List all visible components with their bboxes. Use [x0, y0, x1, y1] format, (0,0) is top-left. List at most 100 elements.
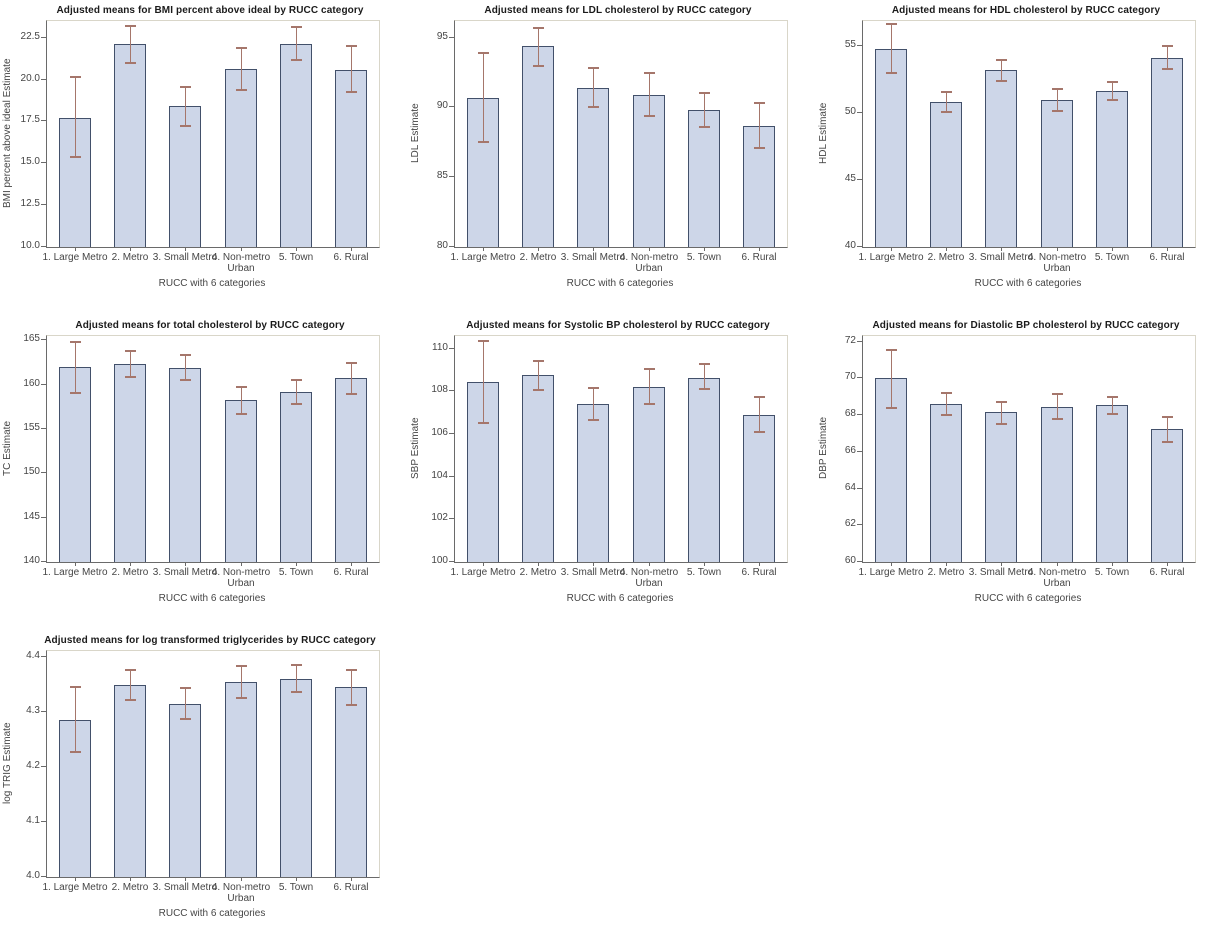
error-bar-line [75, 342, 76, 393]
x-tick-mark [649, 247, 650, 251]
error-bar-cap-bottom [996, 80, 1007, 82]
x-category-label: 5. Town [686, 567, 722, 578]
y-tick-mark [41, 339, 46, 340]
error-bar-line [130, 26, 131, 63]
error-bar-cap-top [644, 72, 655, 74]
x-category-label: 6. Rural [1149, 252, 1185, 263]
y-tick-mark [857, 246, 862, 247]
x-tick-mark [1001, 562, 1002, 566]
chart-sbp: Adjusted means for Systolic BP cholester… [408, 315, 808, 615]
y-tick-label: 64 [844, 482, 856, 493]
bar [633, 387, 665, 562]
y-tick-label: 108 [431, 384, 448, 395]
x-category-label: 2. Metro [927, 252, 965, 263]
error-bar-line [946, 92, 947, 112]
error-bar-cap-top [1052, 88, 1063, 90]
error-bar-cap-bottom [346, 393, 357, 395]
error-bar-cap-bottom [886, 72, 897, 74]
x-tick-mark [241, 247, 242, 251]
x-tick-mark [75, 877, 76, 881]
error-bar-cap-bottom [941, 414, 952, 416]
x-tick-mark [130, 562, 131, 566]
error-bar-cap-bottom [70, 156, 81, 158]
error-bar-cap-bottom [125, 699, 136, 701]
plot-area [454, 335, 788, 563]
bar [688, 110, 720, 247]
y-tick-mark [41, 472, 46, 473]
y-tick-label: 102 [431, 512, 448, 523]
x-tick-mark [185, 247, 186, 251]
error-bar-cap-bottom [699, 126, 710, 128]
bar [522, 375, 554, 562]
x-category-label: 4. Non-metro Urban [619, 567, 679, 589]
error-bar-line [75, 687, 76, 752]
x-category-label: 4. Non-metro Urban [1027, 567, 1087, 589]
error-bar-line [759, 397, 760, 432]
error-bar-cap-top [1162, 45, 1173, 47]
x-tick-mark [891, 247, 892, 251]
x-tick-mark [241, 562, 242, 566]
error-bar-cap-top [180, 687, 191, 689]
y-tick-mark [41, 246, 46, 247]
bar [335, 687, 367, 877]
error-bar-cap-bottom [291, 403, 302, 405]
x-axis-title: RUCC with 6 categories [566, 593, 674, 604]
y-tick-label: 106 [431, 427, 448, 438]
error-bar-cap-bottom [588, 419, 599, 421]
error-bar-line [649, 73, 650, 116]
error-bar-line [704, 364, 705, 389]
x-category-label: 3. Small Metro [152, 882, 218, 893]
error-bar-cap-bottom [478, 141, 489, 143]
x-tick-mark [185, 562, 186, 566]
x-axis-title: RUCC with 6 categories [974, 278, 1082, 289]
error-bar-line [946, 393, 947, 415]
error-bar-line [891, 24, 892, 73]
y-tick-mark [41, 37, 46, 38]
plot-area [46, 335, 380, 563]
error-bar-cap-bottom [125, 62, 136, 64]
x-tick-mark [351, 877, 352, 881]
y-tick-mark [41, 79, 46, 80]
error-bar-cap-bottom [996, 423, 1007, 425]
error-bar-cap-bottom [1107, 413, 1118, 415]
x-tick-mark [75, 247, 76, 251]
x-axis-title: RUCC with 6 categories [158, 908, 266, 919]
x-tick-mark [759, 562, 760, 566]
bar [1096, 91, 1128, 247]
error-bar-cap-top [941, 91, 952, 93]
y-tick-mark [41, 120, 46, 121]
chart-hdl: Adjusted means for HDL cholesterol by RU… [816, 0, 1216, 300]
bar [335, 70, 367, 247]
y-axis-title: TC Estimate [2, 420, 13, 476]
x-category-label: 4. Non-metro Urban [211, 567, 271, 589]
error-bar-cap-top [236, 386, 247, 388]
x-tick-mark [1057, 247, 1058, 251]
x-tick-mark [1167, 562, 1168, 566]
bar [280, 392, 312, 562]
y-tick-label: 95 [436, 31, 448, 42]
error-bar-cap-bottom [236, 89, 247, 91]
error-bar-cap-top [886, 23, 897, 25]
error-bar-cap-top [70, 341, 81, 343]
error-bar-cap-top [478, 340, 489, 342]
error-bar-cap-top [533, 360, 544, 362]
x-category-label: 6. Rural [333, 252, 369, 263]
x-tick-mark [704, 562, 705, 566]
bar [1096, 405, 1128, 562]
error-bar-line [1001, 402, 1002, 424]
error-bar-cap-top [699, 363, 710, 365]
chart-ldl: Adjusted means for LDL cholesterol by RU… [408, 0, 808, 300]
x-category-label: 5. Town [278, 882, 314, 893]
y-tick-mark [449, 37, 454, 38]
error-bar-cap-bottom [236, 697, 247, 699]
y-tick-mark [449, 246, 454, 247]
x-category-label: 6. Rural [333, 567, 369, 578]
x-tick-mark [946, 247, 947, 251]
error-bar-line [891, 350, 892, 408]
error-bar-line [1112, 397, 1113, 414]
bar [930, 404, 962, 562]
bar [1151, 429, 1183, 562]
y-tick-mark [41, 656, 46, 657]
y-tick-label: 68 [844, 408, 856, 419]
